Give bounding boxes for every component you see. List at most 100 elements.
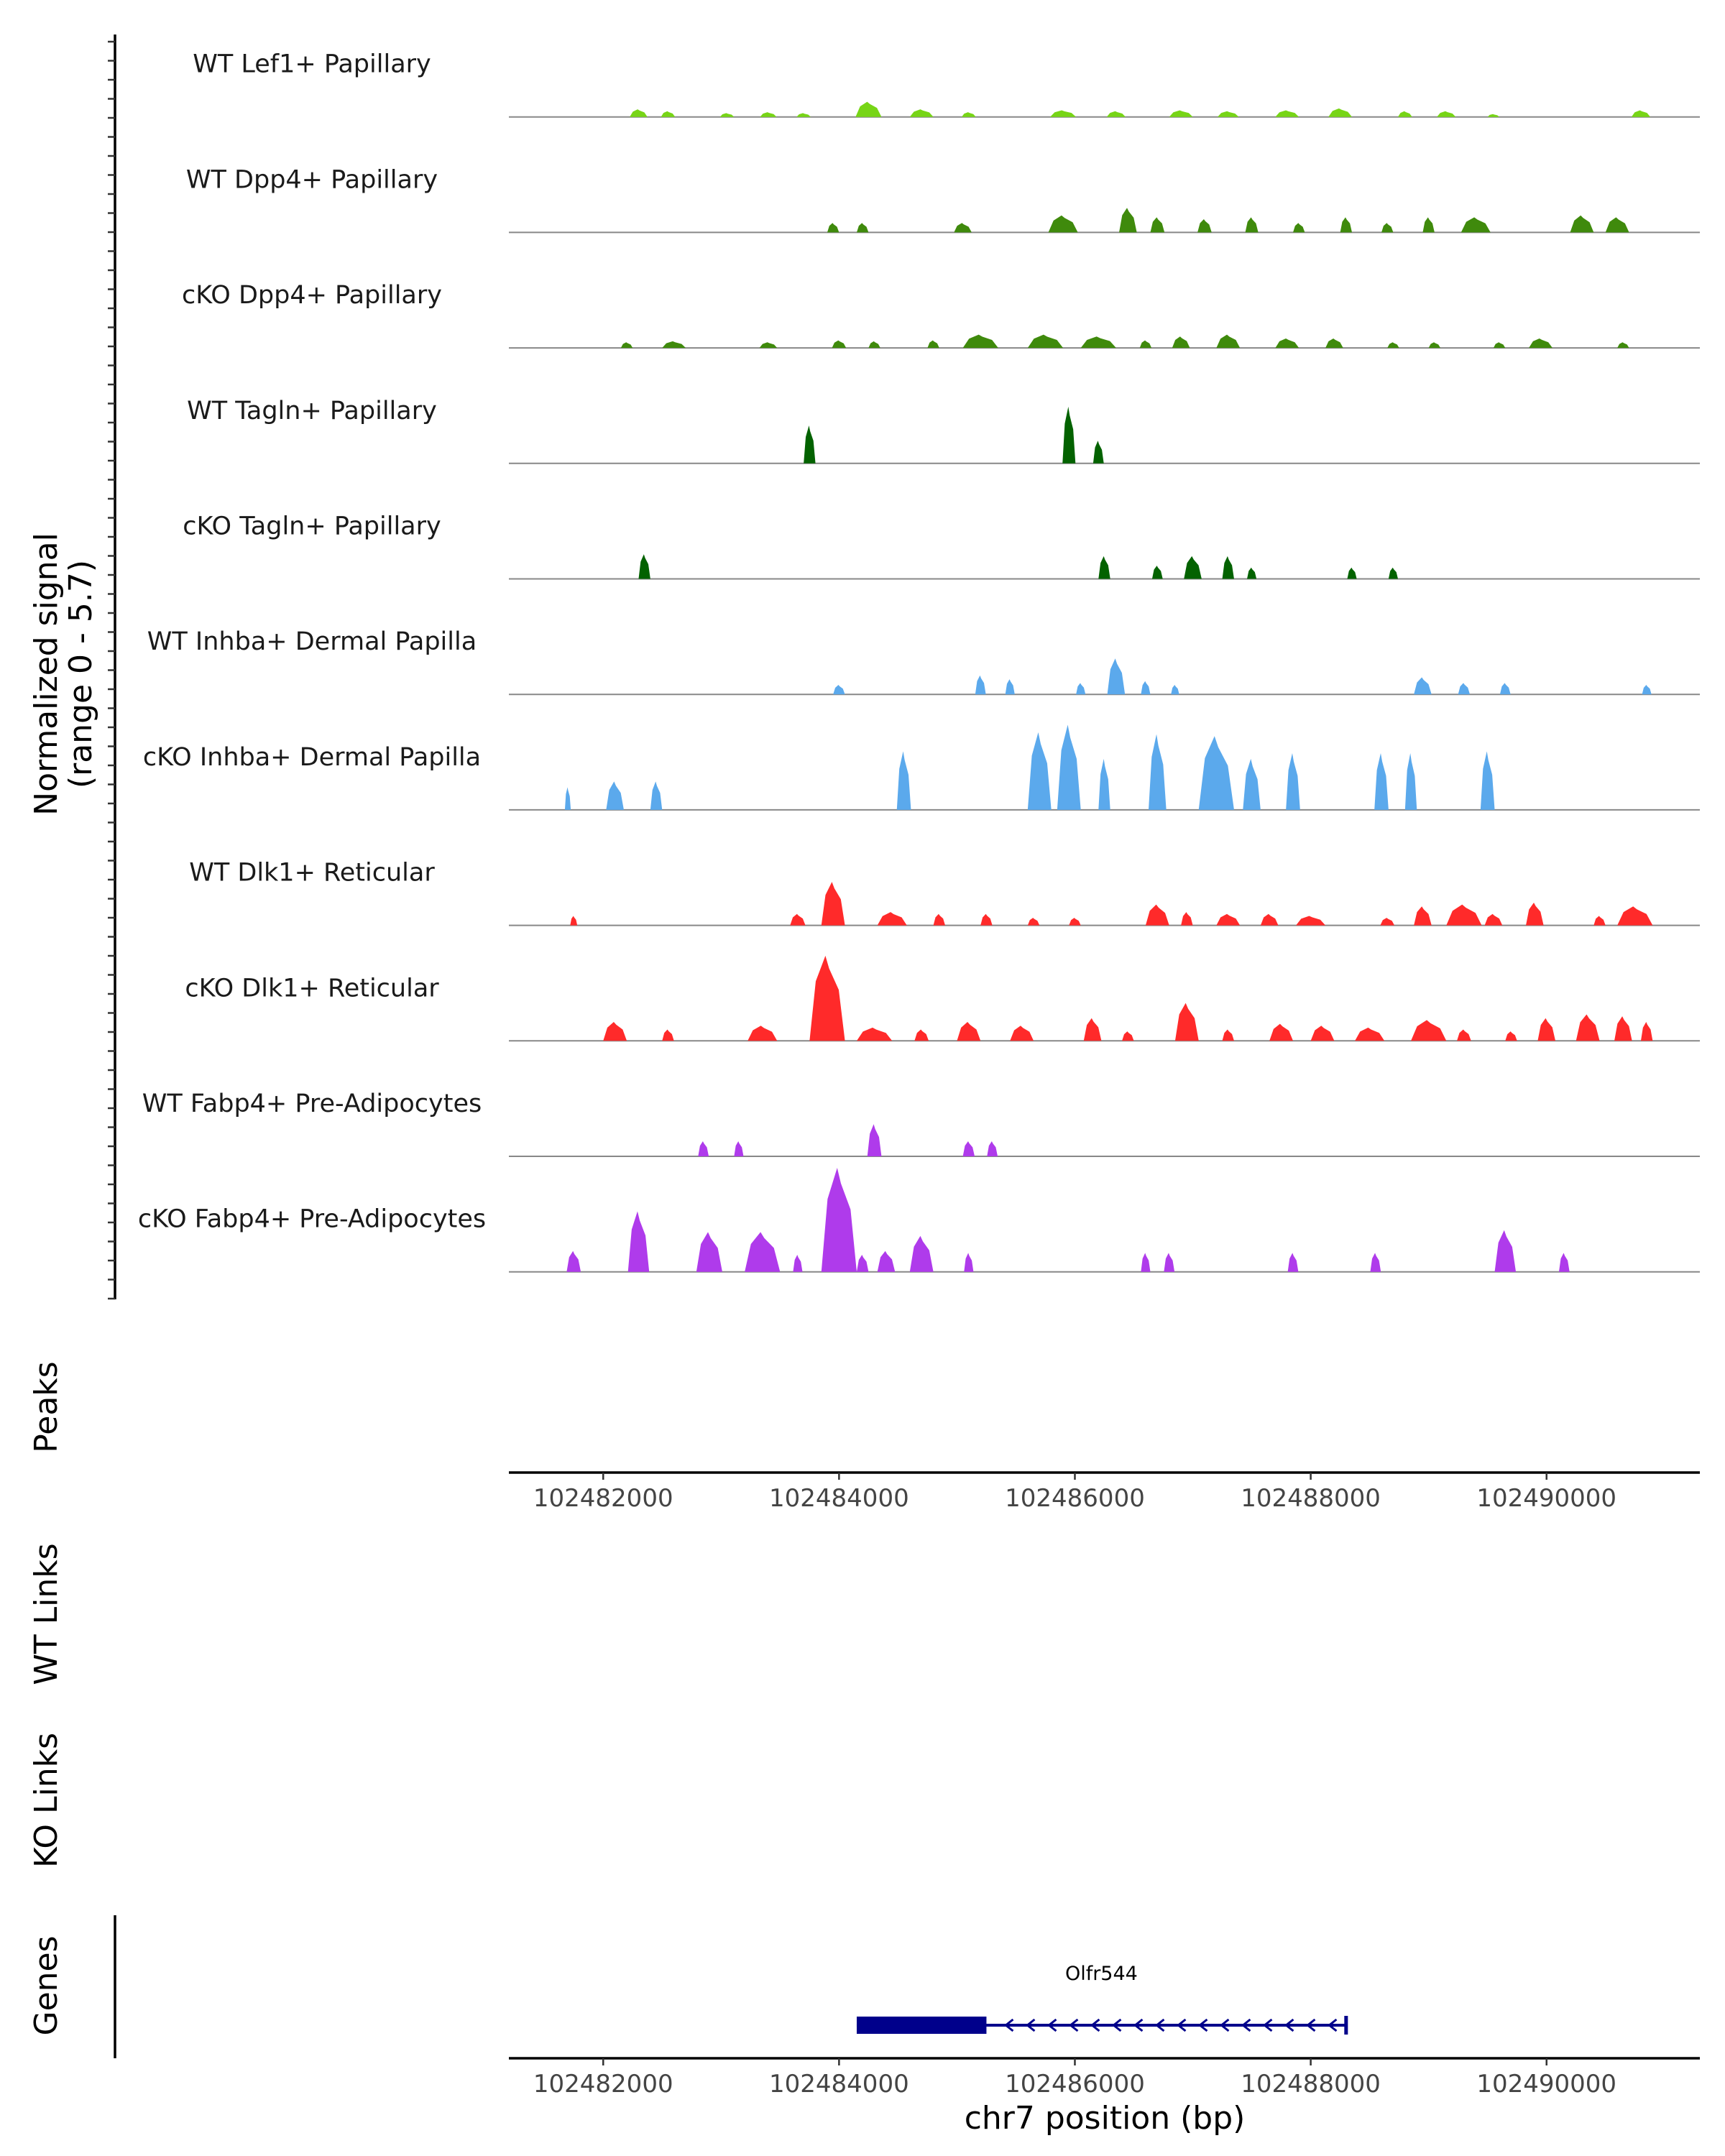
- coverage-peak: [1388, 567, 1399, 579]
- coverage-peak: [1381, 223, 1394, 233]
- coverage-peak: [832, 340, 847, 349]
- coverage-peak: [1374, 752, 1389, 810]
- coverage-peak: [1296, 916, 1326, 926]
- coverage-peak: [1076, 683, 1086, 695]
- coverage-peak: [1057, 724, 1081, 810]
- coverage-peak: [1505, 1031, 1517, 1041]
- coverage-peak: [1370, 1253, 1381, 1272]
- coverage-peak: [570, 916, 578, 926]
- coverage-peak: [1119, 208, 1137, 233]
- coverage-peak: [759, 342, 778, 349]
- coverage-peak: [1340, 217, 1353, 233]
- coverage-peak: [1287, 1253, 1299, 1272]
- coverage-peak: [1640, 1021, 1653, 1041]
- coverage-peak: [1292, 223, 1305, 233]
- track-cko-tagln-papillary: cKO Tagln+ Papillary: [183, 512, 1700, 580]
- strand-arrow: [1198, 2018, 1208, 2032]
- coverage-peak: [1487, 114, 1500, 117]
- strand-arrow: [1133, 2018, 1144, 2032]
- coverage-peak: [1269, 1023, 1293, 1041]
- coverage-peak: [650, 781, 663, 810]
- coverage-peak: [793, 1255, 803, 1272]
- coverage-peak: [1184, 556, 1202, 579]
- coverage-peak: [856, 1255, 869, 1272]
- coverage-peak: [1243, 758, 1261, 810]
- coverage-y-ticks: [108, 40, 115, 1300]
- coverage-peak: [745, 1232, 781, 1272]
- track-wt-lef1-papillary: WT Lef1+ Papillary: [193, 50, 1700, 118]
- coverage-peak: [1174, 1003, 1199, 1041]
- coverage-peak: [698, 1141, 709, 1156]
- strand-arrow: [1047, 2018, 1057, 2032]
- coverage-peak: [1222, 556, 1234, 579]
- ko-links-panel-label: KO Links: [28, 1733, 65, 1868]
- coverage-peak: [696, 1232, 722, 1272]
- peaks-panel-label: Peaks: [28, 1361, 65, 1452]
- coverage-peak: [1141, 681, 1151, 695]
- coverage-peak: [821, 1167, 857, 1272]
- coverage-peak: [1328, 108, 1353, 117]
- coverage-peak: [630, 109, 648, 117]
- track-wt-tagln-papillary: WT Tagln+ Papillary: [187, 397, 1700, 464]
- peaks-x-axis: 102482000 102484000 102486000 102488000 1024…: [533, 1473, 1616, 1513]
- coverage-peak: [1493, 342, 1506, 349]
- x-tick-label: 102488000: [1241, 2070, 1381, 2099]
- coverage-peak: [620, 342, 633, 349]
- x-tick-label: 102484000: [769, 2070, 909, 2099]
- coverage-tracks: WT Lef1+ Papillary WT Dpp4+ Papillary cKO …: [138, 50, 1700, 1273]
- coverage-peak: [896, 751, 911, 810]
- coverage-peak: [1050, 110, 1077, 117]
- coverage-peak: [1576, 1014, 1600, 1041]
- coverage-peak: [1216, 334, 1241, 349]
- strand-arrow: [1026, 2018, 1036, 2032]
- coverage-peak: [760, 112, 777, 117]
- track-label: cKO Fabp4+ Pre-Adipocytes: [138, 1205, 486, 1234]
- strand-arrow: [1090, 2018, 1100, 2032]
- track-label: cKO Inhba+ Dermal Papilla: [143, 743, 481, 772]
- gene-track: [856, 2016, 1348, 2035]
- coverage-peak: [719, 113, 735, 117]
- x-tick-label: 102482000: [533, 1484, 673, 1513]
- genes-x-axis: 102482000 102484000 102486000 102488000 1024…: [533, 2058, 1616, 2099]
- coverage-peak: [1107, 658, 1126, 695]
- coverage-peak: [1387, 342, 1399, 349]
- strand-arrow: [1112, 2018, 1122, 2032]
- x-tick-label: 102484000: [769, 1484, 909, 1513]
- coverage-peak: [855, 101, 882, 117]
- coverage-peak: [927, 340, 939, 349]
- coverage-peak: [662, 341, 686, 349]
- coverage-peak: [1092, 441, 1104, 464]
- track-label: WT Inhba+ Dermal Papilla: [147, 627, 477, 656]
- coverage-peak: [1151, 566, 1163, 579]
- coverage-peak: [1347, 567, 1357, 579]
- coverage-peak: [734, 1141, 744, 1156]
- coverage-peak: [1355, 1027, 1385, 1041]
- coverage-peak: [1080, 336, 1116, 349]
- coverage-peak: [1529, 338, 1552, 349]
- coverage-peak: [809, 955, 845, 1041]
- coverage-peak: [1458, 683, 1471, 695]
- coverage-peak: [980, 913, 993, 926]
- coverage-peak: [1150, 217, 1165, 233]
- coverage-peak: [1106, 111, 1126, 117]
- coverage-peak: [603, 1021, 627, 1041]
- coverage-peak: [1197, 218, 1212, 233]
- strand-arrow: [1155, 2018, 1165, 2032]
- wt-links-panel-label: WT Links: [28, 1543, 65, 1685]
- coverage-peak: [1222, 1029, 1234, 1041]
- track-wt-fabp4-pre-adipocytes: WT Fabp4+ Pre-Adipocytes: [142, 1089, 1700, 1157]
- coverage-peak: [1260, 913, 1279, 926]
- coverage-peak: [868, 341, 880, 349]
- coverage-peak: [606, 781, 624, 810]
- track-label: WT Fabp4+ Pre-Adipocytes: [142, 1089, 482, 1118]
- coverage-peak: [1027, 732, 1052, 810]
- coverage-peak: [1614, 1016, 1632, 1041]
- coverage-peak: [1537, 1018, 1556, 1041]
- coverage-peak: [1171, 685, 1179, 695]
- coverage-peak: [877, 1250, 896, 1272]
- track-label: WT Tagln+ Papillary: [187, 397, 437, 425]
- coverage-peak: [1380, 918, 1395, 926]
- strand-arrow: [1069, 2018, 1079, 2032]
- strand-arrow: [1263, 2018, 1273, 2032]
- coverage-peak: [1181, 912, 1193, 926]
